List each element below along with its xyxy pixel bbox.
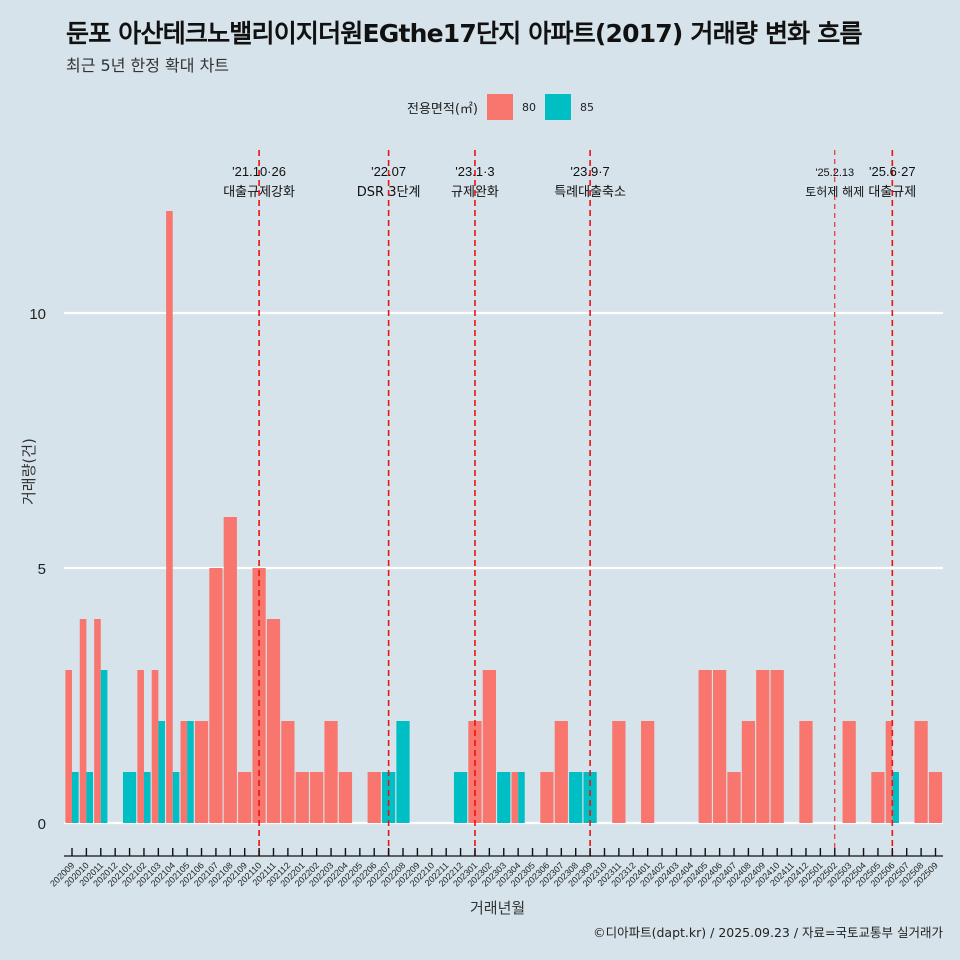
bar-80-202409: [756, 670, 770, 823]
legend-swatch-85: [544, 94, 571, 120]
bar-85-202102: [143, 772, 151, 823]
event-date-label: '23.1·3: [455, 164, 494, 179]
x-axis-label: 거래년월: [470, 899, 526, 917]
bar-85-202309: [583, 772, 597, 823]
event-date-label: '21.10·26: [232, 164, 286, 179]
bar-80-202108: [223, 517, 237, 823]
y-tick-label: 10: [29, 306, 46, 323]
bar-80-202201: [295, 772, 309, 823]
legend-swatch-80: [486, 94, 513, 120]
legend-label-85: 85: [579, 100, 594, 114]
bar-80-202302: [482, 670, 496, 823]
event-name-label: 토허제 해제: [805, 185, 864, 199]
event-name-label: 대출규제강화: [223, 185, 295, 200]
bar-80-202104: [166, 211, 173, 823]
bar-85-202207: [381, 772, 396, 823]
bar-80-202202: [310, 772, 324, 823]
y-axis-label: 거래량(건): [20, 438, 38, 505]
bar-80-202105: [180, 721, 188, 823]
y-tick-label: 5: [38, 561, 46, 578]
event-name-label: 규제완화: [451, 185, 499, 200]
event-name-label: DSR 3단계: [357, 185, 421, 200]
chart-title: 둔포 아산테크노밸리이지더원EGthe17단지 아파트(2017) 거래량 변화…: [66, 19, 862, 48]
bar-80-202506: [885, 721, 893, 823]
bar-85-202303: [497, 772, 511, 823]
bar-85-202506: [892, 772, 899, 823]
bar-80-202304: [511, 772, 519, 823]
bar-80-202103: [151, 670, 159, 823]
bar-80-202206: [367, 772, 381, 823]
bar-80-202011: [94, 619, 101, 823]
bar-80-202405: [698, 670, 712, 823]
bar-80-202102: [137, 670, 144, 823]
bar-80-202406: [713, 670, 727, 823]
bar-85-202308: [569, 772, 583, 823]
bar-80-202503: [842, 721, 856, 823]
bar-80-202311: [612, 721, 626, 823]
bar-85-202104: [172, 772, 180, 823]
bar-80-202204: [338, 772, 353, 823]
bar-85-202212: [453, 772, 468, 823]
bar-85-202010: [86, 772, 94, 823]
bar-80-202107: [209, 568, 223, 823]
event-date-label: '22.07: [371, 164, 406, 179]
bar-85-202009: [72, 772, 79, 823]
source-caption: ©디아파트(dapt.kr) / 2025.09.23 / 자료=국토교통부 실…: [593, 925, 943, 940]
bar-85-202105: [187, 721, 194, 823]
bar-80-202106: [194, 721, 209, 823]
legend: 전용면적(㎡) 80 85: [407, 93, 603, 121]
bar-80-202401: [641, 721, 655, 823]
bar-85-202208: [396, 721, 410, 823]
chart-subtitle: 최근 5년 한정 확대 차트: [66, 56, 230, 75]
event-name-label: 대출규제: [868, 185, 916, 200]
bar-80-202508: [914, 721, 928, 823]
bar-80-202407: [727, 772, 741, 823]
bar-80-202509: [928, 772, 943, 823]
bar-80-202109: [238, 772, 252, 823]
bar-80-202010: [79, 619, 87, 823]
legend-label-80: 80: [521, 100, 536, 114]
legend-title: 전용면적(㎡): [407, 101, 478, 117]
bar-80-202111: [266, 619, 281, 823]
bar-80-202306: [540, 772, 554, 823]
event-date-label: '23.9·7: [570, 164, 609, 179]
x-axis: 2020092020102020112020122021012021022021…: [48, 848, 943, 889]
bar-80-202410: [770, 670, 784, 823]
bar-80-202412: [799, 721, 813, 823]
event-name-label: 특례대출축소: [554, 185, 626, 200]
bar-80-202408: [741, 721, 756, 823]
bar-80-202112: [281, 721, 295, 823]
event-date-label: '25.6·27: [869, 164, 916, 179]
y-tick-label: 0: [38, 816, 46, 833]
event-date-label: '25.2.13: [815, 167, 854, 179]
bar-80-202307: [554, 721, 568, 823]
bar-80-202505: [871, 772, 885, 823]
bars: [65, 211, 943, 823]
bar-85-202103: [158, 721, 165, 823]
bar-80-202009: [65, 670, 72, 823]
bar-85-202304: [518, 772, 525, 823]
bar-85-202101: [122, 772, 137, 823]
bar-85-202011: [100, 670, 108, 823]
event-lines: '21.10·26 대출규제강화 '22.07 DSR 3단계 '23.1·3 규제완화 '…: [223, 150, 916, 856]
bar-80-202203: [324, 721, 338, 823]
y-axis: 0 5 10: [29, 306, 46, 833]
